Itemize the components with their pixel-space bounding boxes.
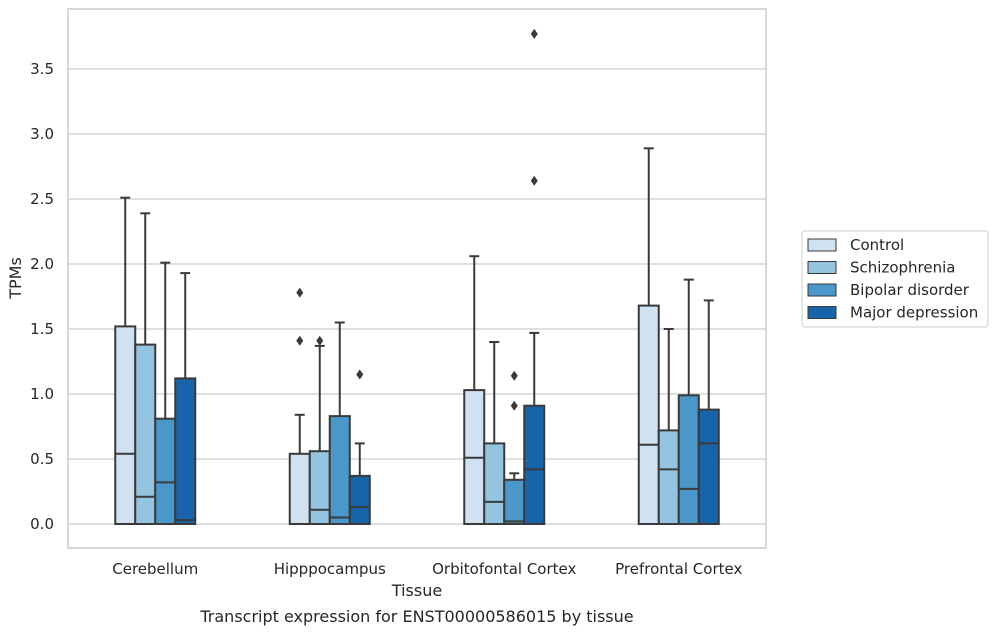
box-group [483,341,506,525]
chart-caption: Transcript expression for ENST0000058601… [199,607,633,626]
box-rect [523,404,546,526]
box-rect [348,474,371,525]
legend: Control Schizophrenia Bipolar disorder Majo… [801,230,989,328]
x-tick-label: Prefrontal Cortex [615,560,742,578]
box-rect [154,417,177,526]
y-tick-label: 0.0 [30,515,54,533]
x-tick-label: Hipppocampus [274,560,386,578]
box-group [523,28,546,526]
outlier-point [510,400,518,411]
legend-swatch [807,261,837,274]
box-rect [288,452,311,525]
legend-items: Control Schizophrenia Bipolar disorder Majo… [807,236,978,322]
x-axis-ticks: Cerebellum Hipppocampus Orbitofontal Corte… [112,560,742,578]
box-rect [114,325,137,525]
outlier-point [316,335,324,346]
box-group [308,335,331,526]
outlier-point [296,287,304,298]
box-group [657,328,680,525]
legend-swatch [807,306,837,319]
outlier-point [530,175,538,186]
plot-frame [67,8,767,549]
box-group [697,299,720,526]
y-tick-label: 2.0 [30,255,54,273]
y-axis-label: TPMs [6,257,25,300]
legend-label: Control [850,236,904,254]
outlier-point [510,370,518,381]
outlier-point [296,335,304,346]
boxes [114,28,720,526]
y-tick-label: 1.0 [30,385,54,403]
box-rect [677,394,700,525]
x-tick-label: Orbitofontal Cortex [432,560,576,578]
legend-swatch [807,238,837,252]
x-tick-label: Cerebellum [112,560,198,578]
box-group [348,369,371,525]
box-group [154,261,177,526]
box-rect [637,304,660,525]
y-tick-label: 0.5 [30,450,54,468]
legend-label: Major depression [850,304,978,322]
legend-label: Schizophrenia [850,259,955,277]
box-group [114,196,137,525]
outlier-point [356,369,364,380]
box-rect [657,429,680,525]
box-rect [483,442,506,525]
legend-swatch [807,283,837,297]
y-tick-label: 3.0 [30,125,54,143]
box-group [174,272,197,525]
box-rect [503,478,526,525]
box-group [503,370,526,525]
y-axis-ticks: 0.0 0.5 1.0 1.5 2.0 2.5 3.0 3.5 [30,60,54,533]
box-rect [174,377,197,525]
legend-label: Bipolar disorder [850,281,970,299]
x-axis-label: Tissue [391,581,442,600]
legend-frame [801,230,989,328]
box-group [328,321,351,526]
box-rect [328,415,351,526]
box-rect [308,450,331,526]
box-group [637,147,660,525]
box-rect [697,408,720,526]
outlier-point [530,28,538,39]
y-tick-label: 3.5 [30,60,54,78]
y-tick-label: 2.5 [30,190,54,208]
y-tick-label: 1.5 [30,320,54,338]
